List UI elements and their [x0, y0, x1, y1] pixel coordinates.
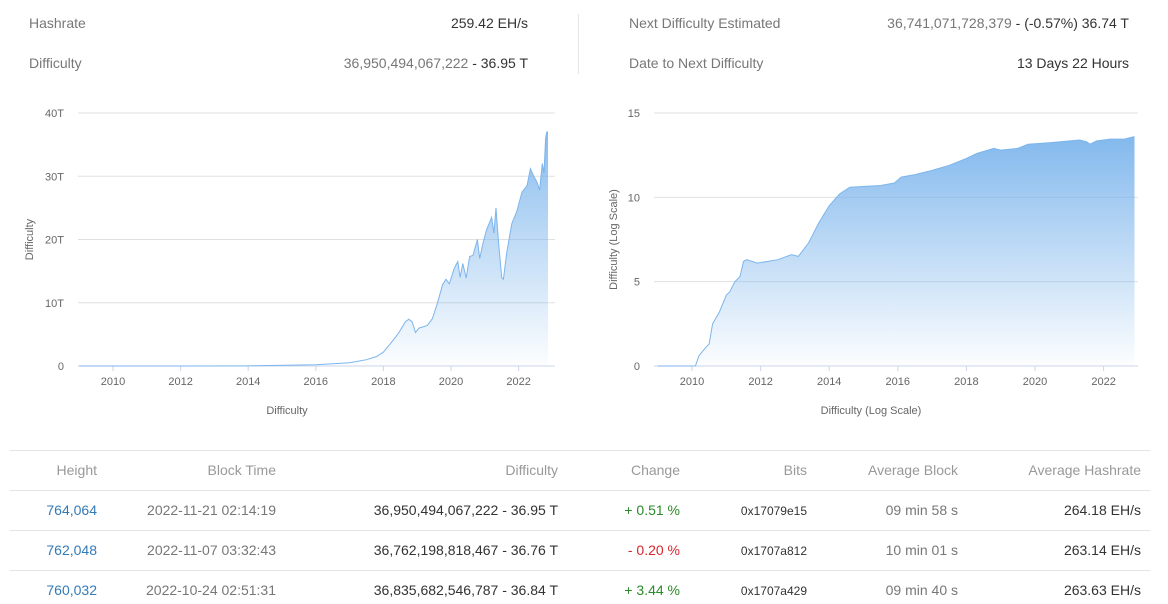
x-tick-label: 2014 [236, 376, 260, 388]
difficulty-value: 36,950,494,067,222 - 36.95 T [344, 55, 528, 71]
y-tick-label: 0 [58, 361, 64, 373]
x-tick-label: 2016 [304, 376, 328, 388]
column-header[interactable]: Bits [783, 462, 807, 478]
cell-bits: 0x17079e15 [740, 504, 807, 518]
hashrate-value: 259.42 EH/s [450, 15, 528, 31]
cell-avg-block: 09 min 58 s [885, 502, 958, 518]
y-tick-label: 30T [45, 171, 64, 183]
y-axis-title: Difficulty [24, 218, 36, 260]
cell-change: - 0.20 % [627, 542, 680, 558]
row-divider [10, 570, 1150, 571]
cell-change: + 3.44 % [624, 582, 680, 598]
x-axis-title: Difficulty [266, 405, 308, 417]
cell-time: 2022-11-07 03:32:43 [147, 542, 276, 558]
cell-difficulty: 36,950,494,067,222 - 36.95 T [373, 502, 558, 518]
column-header[interactable]: Average Hashrate [1028, 462, 1141, 478]
series-line [79, 131, 548, 367]
column-header[interactable]: Height [56, 462, 97, 478]
row-divider [10, 530, 1150, 531]
area-fill [79, 132, 549, 366]
x-tick-label: 2012 [168, 376, 192, 388]
difficulty-chart[interactable]: 0 10T 20T 30T 40T 2010 2012 2014 2016 2018 2020 202… [0, 0, 1168, 440]
block-height-link[interactable]: 760,032 [46, 582, 97, 598]
x-tick-label: 2022 [506, 376, 530, 388]
x-tick-label: 2018 [371, 376, 395, 388]
cell-time: 2022-10-24 02:51:31 [146, 582, 276, 598]
row-divider [10, 490, 1150, 491]
next-difficulty-label: Next Difficulty Estimated [629, 15, 781, 31]
y-tick-label: 20T [45, 235, 64, 247]
next-difficulty-full: 36,741,071,728,379 [887, 15, 1012, 31]
difficulty-full: 36,950,494,067,222 [343, 55, 469, 71]
cell-avg-hashrate: 263.63 EH/s [1063, 582, 1141, 598]
cell-avg-block: 10 min 01 s [885, 542, 958, 558]
table-top-border [10, 450, 1150, 451]
next-difficulty-value: 36,741,071,728,379 - (-0.57%) 36.74 T [887, 15, 1129, 31]
y-tick-label: 10T [45, 298, 64, 310]
column-header[interactable]: Average Block [867, 462, 958, 478]
x-tick-label: 2010 [101, 376, 125, 388]
date-next-label: Date to Next Difficulty [629, 55, 764, 71]
cell-change: + 0.51 % [624, 502, 680, 518]
x-tick-label: 2020 [439, 376, 463, 388]
next-difficulty-short: - (-0.57%) 36.74 T [1011, 15, 1129, 31]
block-height-link[interactable]: 764,064 [46, 502, 97, 518]
cell-avg-hashrate: 264.18 EH/s [1063, 502, 1141, 518]
hashrate-label: Hashrate [29, 15, 86, 31]
block-height-link[interactable]: 762,048 [46, 542, 97, 558]
cell-avg-block: 09 min 40 s [885, 582, 958, 598]
difficulty-short: - 36.95 T [468, 55, 528, 71]
column-header[interactable]: Change [630, 462, 680, 478]
difficulty-label: Difficulty [29, 55, 82, 71]
y-tick-label: 40T [45, 108, 64, 120]
cell-bits: 0x1707a812 [740, 544, 807, 558]
column-header[interactable]: Block Time [207, 462, 276, 478]
date-next-value: 13 Days 22 Hours [1016, 55, 1129, 71]
cell-difficulty: 36,835,682,546,787 - 36.84 T [373, 582, 558, 598]
cell-avg-hashrate: 263.14 EH/s [1063, 542, 1141, 558]
stats-divider [578, 14, 579, 74]
cell-difficulty: 36,762,198,818,467 - 36.76 T [373, 542, 558, 558]
cell-bits: 0x1707a429 [740, 584, 807, 598]
cell-time: 2022-11-21 02:14:19 [147, 502, 276, 518]
column-header[interactable]: Difficulty [505, 462, 558, 478]
